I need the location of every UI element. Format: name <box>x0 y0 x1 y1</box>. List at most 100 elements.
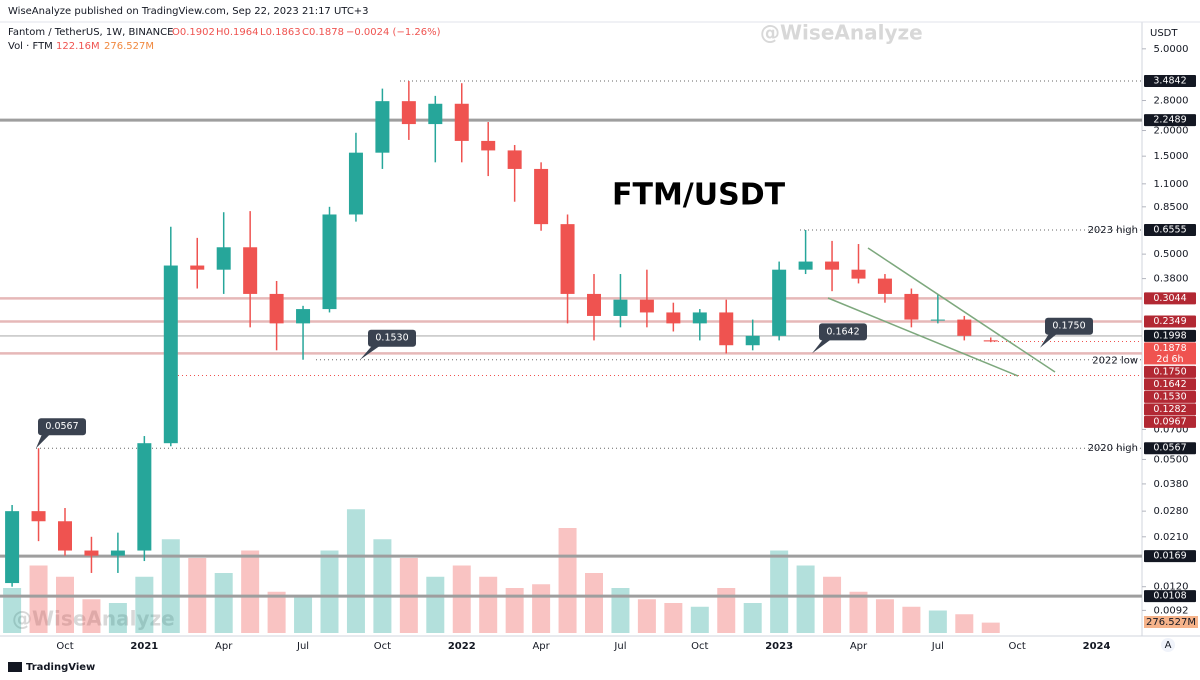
x-tick-label: Apr <box>532 641 550 652</box>
candle-body <box>322 214 337 310</box>
price-label: 0.1998 <box>1153 330 1186 341</box>
volume-bar <box>690 606 709 633</box>
callout-box <box>368 329 416 347</box>
x-tick-label: Oct <box>691 641 708 652</box>
volume-bar <box>532 584 551 633</box>
y-tick-label: 0.5000 <box>1154 249 1189 260</box>
volume-bar <box>981 622 1000 633</box>
x-tick-label: Oct <box>374 641 391 652</box>
watermark: @WiseAnalyze <box>760 21 923 45</box>
price-label: 2.2489 <box>1153 115 1186 126</box>
x-tick-label: Jul <box>931 641 944 652</box>
candle-body <box>666 312 681 324</box>
volume-bar <box>108 603 127 633</box>
volume-bar <box>585 573 603 633</box>
y-tick-label: 0.0500 <box>1154 454 1189 465</box>
candle-body <box>745 335 760 346</box>
candle-body <box>877 278 892 294</box>
volume-bar <box>875 599 894 633</box>
volume-bar <box>849 591 868 633</box>
price-label-box <box>1144 403 1196 416</box>
candle-body <box>560 224 575 294</box>
candle-body <box>825 261 840 270</box>
legend: Fantom / TetherUS, 1W, BINANCE O0.1902 H… <box>8 27 441 52</box>
currency: USDT <box>1150 28 1178 39</box>
candle-body <box>957 319 972 336</box>
wedge-lower <box>827 297 1019 377</box>
auto-scale-button[interactable] <box>1161 638 1175 652</box>
price-label-box <box>1144 378 1196 391</box>
callout-pointer <box>360 345 380 360</box>
price-label: 0.1530 <box>1153 391 1186 402</box>
volume-bar <box>452 565 471 633</box>
legend-open: O0.1902 <box>172 27 215 38</box>
candle-body <box>772 269 787 336</box>
candle-body <box>163 265 178 444</box>
price-label: 0.0169 <box>1153 551 1186 562</box>
callout-box <box>38 418 86 436</box>
candle-body <box>904 293 919 320</box>
volume-bar <box>320 550 339 633</box>
candle-body <box>507 150 522 169</box>
candle-body <box>534 168 549 225</box>
price-label-box <box>1144 223 1196 236</box>
price-label-box <box>1144 329 1196 342</box>
callout-label: 0.1750 <box>1052 321 1085 332</box>
volume-label: 276.527M <box>1146 617 1196 628</box>
y-tick-label: 0.0120 <box>1154 582 1189 593</box>
callout-label: 0.1530 <box>375 333 408 344</box>
candle-body <box>587 293 601 316</box>
volume-bar <box>3 588 22 633</box>
price-label-box <box>1144 292 1196 305</box>
legend-low: L0.1863 <box>260 27 301 38</box>
volume-bar <box>611 588 630 633</box>
x-tick-label: 2021 <box>130 641 158 652</box>
candle-body <box>930 319 945 321</box>
y-tick-label: 0.8500 <box>1154 202 1189 213</box>
candle-body <box>58 521 72 551</box>
callout-label: 0.0567 <box>45 421 78 432</box>
y-tick-label: 0.0092 <box>1154 605 1189 616</box>
volume-bar <box>955 614 974 633</box>
volume-bar <box>426 576 445 633</box>
price-label: 0.0967 <box>1153 416 1186 427</box>
callout-box <box>1045 317 1093 335</box>
callout-box <box>819 323 867 341</box>
callout-label: 0.1642 <box>826 326 859 337</box>
price-label-box <box>1144 390 1196 403</box>
candle-body <box>5 511 20 584</box>
price-label: 0.1750 <box>1153 366 1186 377</box>
candle-body <box>375 101 390 153</box>
candle-body <box>719 312 734 346</box>
candle-body <box>269 293 284 324</box>
price-label-box <box>1144 75 1196 88</box>
y-tick-label: 0.0210 <box>1154 532 1189 543</box>
y-tick-label: 0.0280 <box>1154 506 1189 517</box>
y-tick-label: 1.5000 <box>1154 151 1189 162</box>
candle-body <box>296 309 311 324</box>
price-label: 3.4842 <box>1153 76 1186 87</box>
price-label: 0.1642 <box>1153 379 1186 390</box>
legend-symbol: Fantom / TetherUS, 1W, BINANCE <box>8 27 173 38</box>
candle-body <box>851 269 866 279</box>
legend-volume: Vol · FTM <box>8 41 53 52</box>
volume-bar <box>267 591 286 633</box>
volume-bar <box>637 599 656 633</box>
volume-bar <box>161 539 180 633</box>
volume-bar <box>373 539 392 633</box>
volume-bar <box>717 588 736 633</box>
volume-bar <box>29 565 48 633</box>
y-tick-label: 0.0380 <box>1154 479 1189 490</box>
y-tick-label: 2.8000 <box>1154 96 1189 107</box>
volume-bar <box>479 576 498 633</box>
x-tick-label: Apr <box>215 641 233 652</box>
legend-volume-ma: 122.16M <box>56 41 100 52</box>
x-tick-label: 2023 <box>765 641 793 652</box>
price-label-box <box>1144 442 1196 455</box>
x-tick-label: Oct <box>1009 641 1026 652</box>
candle-body <box>613 299 628 316</box>
auto-scale-label[interactable]: A <box>1165 640 1172 651</box>
volume-bar <box>214 573 233 633</box>
legend-volume-last: 276.527M <box>104 41 154 52</box>
